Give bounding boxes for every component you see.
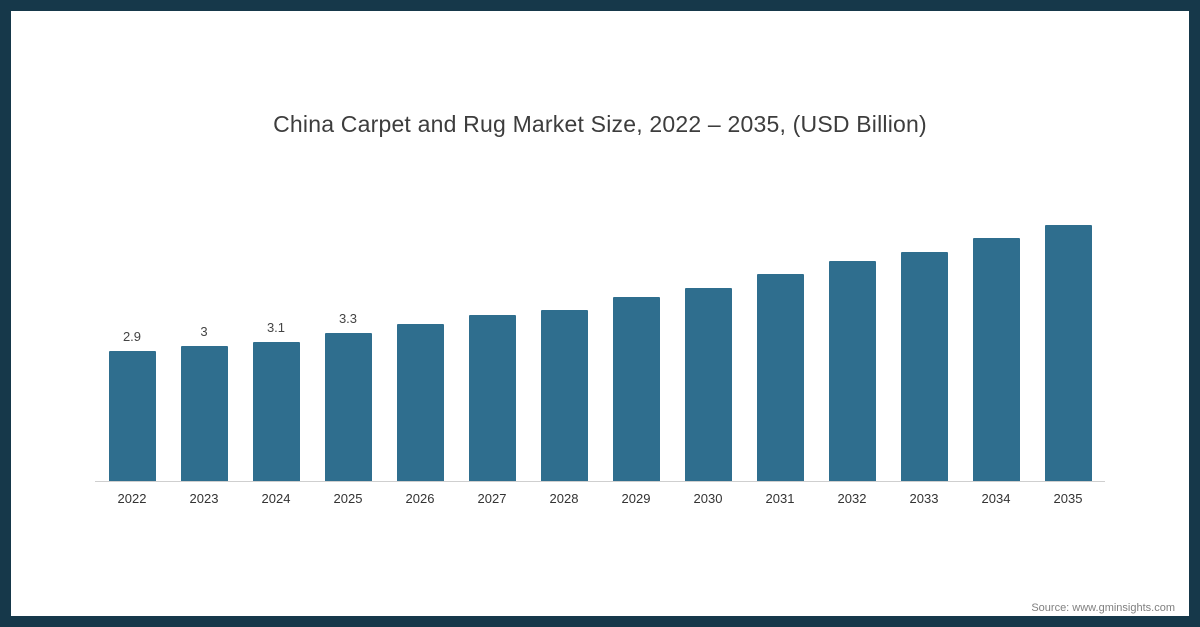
x-axis-label: 2026 [405, 491, 435, 506]
bar-cell: 2.9 [108, 328, 156, 481]
x-axis-label: 2022 [117, 491, 147, 506]
bar-value-label: 3.3 [338, 310, 358, 326]
bar-cell [828, 239, 876, 481]
bar-2035 [1044, 224, 1092, 481]
x-axis-label: 2028 [549, 491, 579, 506]
x-axis-label: 2031 [765, 491, 795, 506]
bar-cell [468, 293, 516, 481]
bar-2032 [828, 260, 876, 481]
bar-2026 [396, 323, 444, 481]
bars-row: 2.9 3 3.1 3.3 [108, 171, 1092, 481]
bar-cell [1044, 203, 1092, 481]
bar-cell: 3 [180, 324, 228, 481]
bar-cell: 3.3 [324, 310, 372, 481]
bar-2029 [612, 296, 660, 481]
bar-cell [972, 216, 1020, 481]
bar-cell [396, 302, 444, 481]
x-axis-label: 2025 [333, 491, 363, 506]
bar-2031 [756, 274, 804, 481]
bar-value-label: 3.1 [266, 319, 286, 335]
bar-2033 [900, 251, 948, 481]
source-credit: Source: www.gminsights.com [1031, 602, 1175, 614]
x-axis-label: 2027 [477, 491, 507, 506]
x-axis-label: 2034 [981, 491, 1011, 506]
bar-2022 [108, 350, 156, 481]
bar-2030 [684, 287, 732, 481]
bar-2027 [468, 314, 516, 481]
bar-cell [684, 266, 732, 481]
plot-area: 2.9 3 3.1 3.3 2022 2023 2024 2025 2026 2027 2028 2… [11, 171, 1189, 506]
x-axis-label: 2023 [189, 491, 219, 506]
x-axis-label: 2029 [621, 491, 651, 506]
chart-title: China Carpet and Rug Market Size, 2022 –… [273, 111, 927, 137]
bar-cell [540, 288, 588, 481]
x-axis-label: 2035 [1053, 491, 1083, 506]
bar-2024 [252, 341, 300, 481]
categories-row: 2022 2023 2024 2025 2026 2027 2028 2029 2030 2031… [109, 491, 1092, 506]
bar-cell [612, 275, 660, 481]
x-axis-label: 2030 [693, 491, 723, 506]
bar-cell: 3.1 [252, 319, 300, 481]
x-axis-label: 2032 [837, 491, 867, 506]
bar-value-label: 3 [200, 324, 208, 339]
bar-cell [900, 230, 948, 481]
bar-2034 [972, 238, 1020, 481]
x-axis-line [95, 481, 1105, 482]
bar-2025 [324, 332, 372, 481]
bar-cell [756, 252, 804, 481]
bar-2028 [540, 310, 588, 481]
x-axis-label: 2033 [909, 491, 939, 506]
x-axis-label: 2024 [261, 491, 291, 506]
bar-2023 [180, 346, 228, 481]
bar-value-label: 2.9 [122, 328, 142, 344]
